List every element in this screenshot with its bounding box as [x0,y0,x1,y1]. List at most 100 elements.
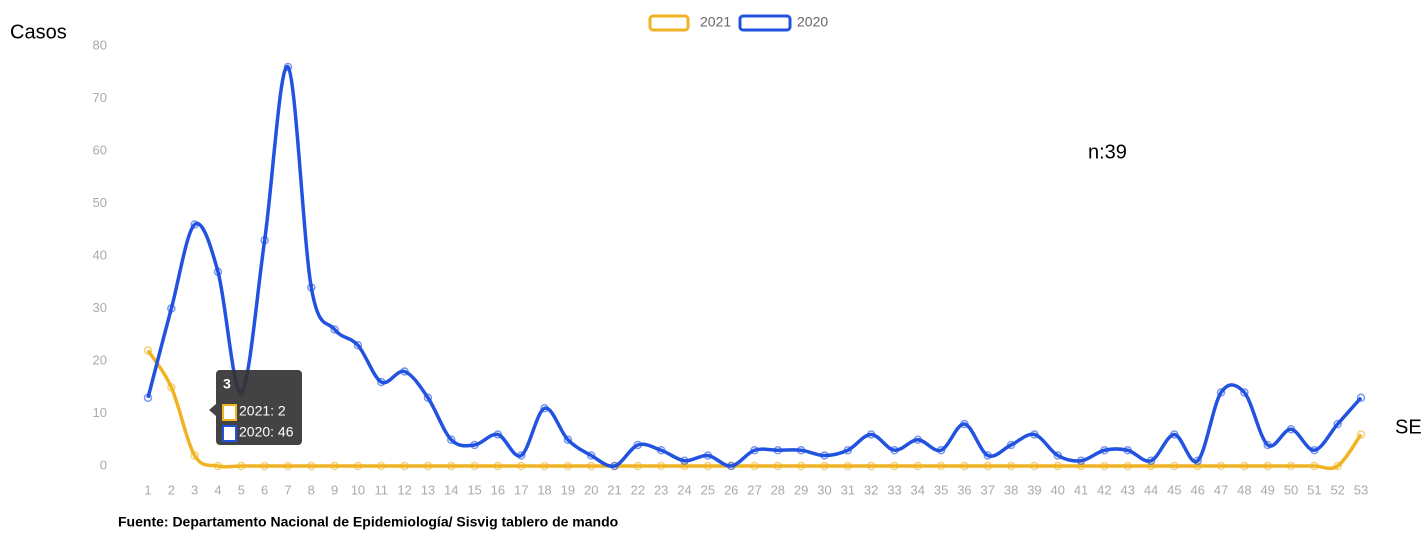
x-tick-label: 6 [261,482,268,497]
y-tick-label: 70 [93,90,107,105]
data-point [1333,461,1342,471]
data-point [1310,446,1319,455]
data-point [703,451,713,460]
x-tick-label: 36 [957,482,971,497]
x-tick-label: 45 [1167,482,1181,497]
data-point [330,461,339,471]
data-point [936,446,946,455]
data-point [866,430,876,439]
x-tick-label: 22 [631,482,645,497]
x-tick-label: 13 [421,482,435,497]
data-point [586,461,596,471]
data-point [377,461,386,471]
data-point [447,461,456,471]
x-tick-label: 24 [677,482,691,497]
data-point [1193,456,1202,465]
data-point [866,461,876,471]
data-point [516,461,526,471]
data-point [353,461,363,471]
data-point [913,461,923,471]
x-tick-label: 30 [817,482,831,497]
x-tick-label: 25 [701,482,715,497]
data-point [1006,440,1016,450]
x-tick-label: 41 [1074,482,1088,497]
data-point [586,451,596,460]
y-tick-label: 40 [93,247,107,262]
data-point [773,446,783,455]
data-point [423,461,433,471]
legend-label: 2020 [797,14,828,30]
data-point [330,325,339,334]
data-point [1006,461,1016,471]
x-tick-label: 48 [1237,482,1251,497]
data-point [1053,451,1062,460]
data-point [423,393,433,402]
data-point [167,383,176,392]
x-tick-label: 37 [981,482,995,497]
x-tick-label: 7 [284,482,291,497]
x-tick-label: 43 [1120,482,1134,497]
data-point [1286,425,1296,434]
y-tick-label: 60 [93,142,107,157]
data-point [447,435,456,444]
data-point [796,461,806,471]
x-tick-label: 44 [1144,482,1158,497]
data-point [1100,446,1109,455]
data-point [1123,461,1132,471]
x-tick-label: 8 [308,482,315,497]
data-point [703,461,713,471]
data-point [400,367,409,376]
x-tick-label: 51 [1307,482,1321,497]
x-tick-label: 29 [794,482,808,497]
x-tick-label: 53 [1354,482,1368,497]
x-tick-label: 14 [444,482,458,497]
data-point [983,461,993,471]
x-tick-label: 39 [1027,482,1041,497]
data-point [843,461,853,471]
data-point [610,461,619,471]
data-point [1076,456,1086,465]
x-tick-label: 5 [238,482,245,497]
x-tick-label: 21 [607,482,621,497]
data-point [283,461,293,471]
data-point [820,461,829,471]
tooltip: 3 2021: 2 2020: 46 [209,370,302,445]
x-tick-label: 23 [654,482,668,497]
x-tick-label: 33 [887,482,901,497]
annotation: n:39 [1088,141,1127,163]
data-point [913,435,923,444]
data-point [307,461,316,471]
x-tick-label: 52 [1330,482,1344,497]
data-point [773,461,783,471]
x-tick-label: 27 [747,482,761,497]
x-tick-label: 10 [351,482,365,497]
data-point [213,461,223,471]
data-point [796,446,806,455]
x-tick-label: 11 [375,482,389,497]
data-point [656,446,666,455]
source: Fuente: Departamento Nacional de Epidemi… [118,514,618,530]
data-point [633,461,643,471]
data-point [1356,430,1366,439]
data-point [283,62,293,72]
data-point [260,236,269,245]
data-point [1216,388,1226,397]
x-tick-label: 42 [1097,482,1111,497]
data-point [1263,461,1272,471]
data-point [750,461,759,471]
x-tick-label: 49 [1260,482,1274,497]
data-point [1100,461,1109,471]
data-point [1356,393,1366,402]
legend-swatch [738,14,792,32]
data-point [493,461,503,471]
data-point [143,346,153,355]
data-point [143,393,153,402]
data-point [726,461,736,471]
data-point [983,451,993,460]
tooltip-swatch [222,425,237,442]
x-tick-label: 19 [561,482,575,497]
x-tick-label: 34 [911,482,925,497]
y-tick-label: 80 [93,37,107,52]
legend-swatch [648,14,690,32]
x-tick-label: 17 [514,482,528,497]
